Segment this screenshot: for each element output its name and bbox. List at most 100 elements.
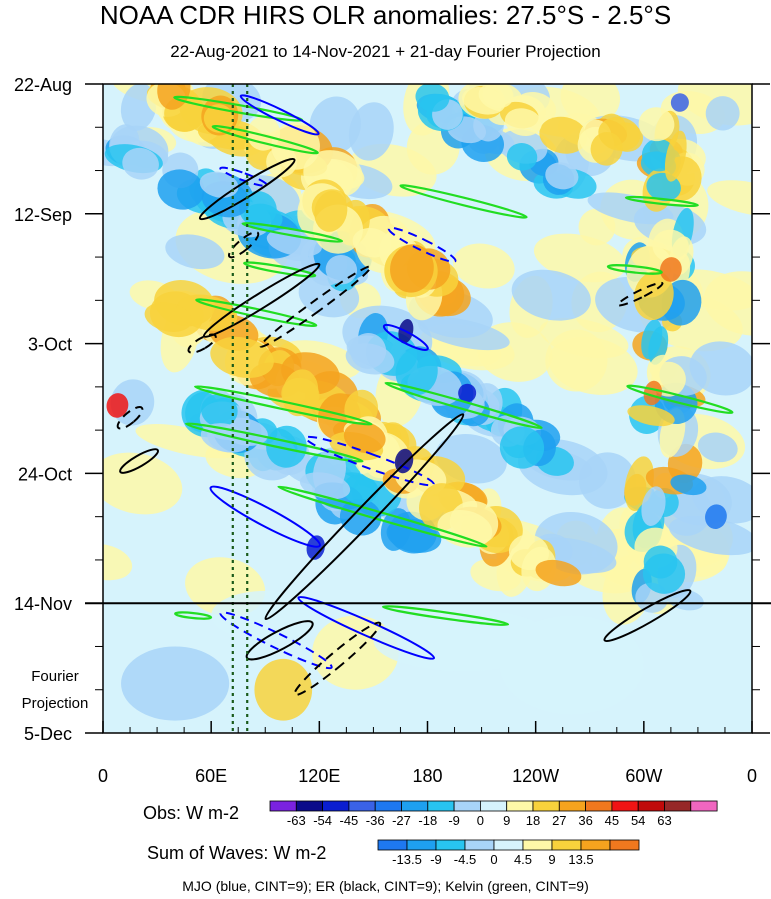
obs-colorbar-level-label: -27 — [392, 813, 411, 828]
x-tick-label: 0 — [98, 766, 108, 786]
reference-longitude-lines — [231, 84, 249, 733]
field-patch — [535, 559, 582, 587]
field-patch — [165, 234, 225, 270]
field-patch — [659, 257, 682, 282]
kelvin-contour — [624, 195, 699, 208]
field-patch — [705, 96, 740, 131]
field-patch — [176, 294, 238, 331]
obs-colorbar-level-label: 45 — [605, 813, 619, 828]
obs-colorbar-level-label: 27 — [552, 813, 566, 828]
waves-colorbar-label: Sum of Waves: W m-2 — [147, 843, 327, 863]
field-patch — [453, 243, 515, 289]
projection-label-line: Projection — [22, 695, 89, 712]
obs-colorbar-swatch — [532, 800, 560, 812]
mjo-contour — [297, 596, 436, 660]
obs-colorbar-swatch — [690, 800, 718, 812]
field-patch — [415, 84, 450, 112]
field-patch — [348, 102, 394, 161]
er-contour — [202, 262, 321, 338]
kelvin-contour — [184, 422, 364, 463]
er-contour — [227, 231, 260, 259]
field-patch — [641, 319, 663, 360]
obs-colorbar-level-label: -54 — [313, 813, 332, 828]
field-patch — [689, 341, 752, 396]
wave-legend-footer: MJO (blue, CINT=9); ER (black, CINT=9); … — [182, 878, 589, 894]
obs-colorbar-level-label: -18 — [418, 813, 437, 828]
obs-colorbar-swatch — [348, 800, 376, 812]
er-contour — [603, 589, 692, 643]
waves-colorbar-level-label: -9 — [430, 852, 442, 867]
axes: 22-Aug 12-Sep 3-Oct 24-Oct 14-Nov 5-Dec Fourie… — [14, 75, 771, 786]
obs-colorbar-swatch — [506, 800, 534, 812]
field-patch — [314, 190, 348, 232]
obs-colorbar-level-label: 18 — [526, 813, 540, 828]
field-patch — [707, 180, 752, 217]
field-patch — [703, 271, 752, 336]
field-patch — [545, 162, 579, 190]
kelvin-contour — [384, 381, 543, 430]
mjo-contour — [209, 485, 321, 548]
field-patch — [652, 229, 689, 263]
projection-label-line: Fourier — [31, 668, 79, 685]
field-patch — [511, 269, 591, 321]
obs-colorbar-swatch — [374, 800, 402, 812]
field-patch — [458, 383, 477, 403]
field-patch — [499, 615, 644, 715]
y-tick-label: 12-Sep — [14, 205, 72, 225]
waves-colorbar-swatch — [580, 839, 611, 851]
obs-colorbar-level-label: -63 — [287, 813, 306, 828]
y-tick-label: 22-Aug — [14, 75, 72, 95]
field-patch — [390, 244, 434, 293]
field-patch — [633, 271, 674, 321]
waves-colorbar-swatch — [435, 839, 466, 851]
mjo-contour — [219, 611, 333, 670]
er-contour — [264, 413, 465, 621]
obs-colorbar-swatch — [401, 800, 429, 812]
field-patch — [470, 558, 521, 592]
obs-colorbar-swatch — [269, 800, 297, 812]
waves-colorbar-level-label: 13.5 — [568, 852, 593, 867]
er-contour — [187, 333, 217, 354]
field-patch — [482, 84, 514, 109]
kelvin-contour — [211, 124, 319, 155]
field-patch — [539, 116, 588, 154]
field-patch — [266, 425, 307, 468]
field-patch — [144, 302, 192, 332]
field-patch — [638, 107, 675, 142]
y-tick-label: 3-Oct — [28, 335, 72, 355]
obs-colorbar-swatch — [295, 800, 323, 812]
er-contour — [616, 281, 664, 307]
obs-colorbar-swatch — [611, 800, 639, 812]
x-tick-label: 0 — [747, 766, 757, 786]
obs-colorbar-swatch — [427, 800, 455, 812]
waves-colorbar-swatch — [493, 839, 524, 851]
obs-colorbar-level-label: 0 — [477, 813, 484, 828]
field-patch — [395, 348, 438, 396]
field-patch — [670, 474, 707, 496]
waves-colorbar-level-label: -13.5 — [392, 852, 422, 867]
obs-colorbar-swatch — [479, 800, 508, 812]
wave-contours — [116, 94, 734, 697]
field-patch — [642, 553, 686, 594]
waves-colorbar-swatch — [464, 839, 495, 851]
field-patch — [533, 233, 626, 283]
field-patch — [103, 452, 183, 515]
chart-title: NOAA CDR HIRS OLR anomalies: 27.5°S - 2.… — [99, 0, 672, 30]
y-tick-label: 5-Dec — [24, 724, 72, 744]
waves-colorbar-swatch — [551, 839, 582, 851]
field-patch — [122, 147, 159, 180]
waves-colorbar-level-label: 0 — [490, 852, 497, 867]
waves-colorbar-swatch — [406, 839, 437, 851]
x-tick-label: 120E — [298, 766, 340, 786]
obs-colorbar-level-label: 63 — [657, 813, 671, 828]
field-patch — [697, 432, 738, 463]
chart-subtitle: 22-Aug-2021 to 14-Nov-2021 + 21-day Four… — [170, 42, 601, 61]
waves-colorbar-level-label: -4.5 — [454, 852, 476, 867]
obs-colorbar-swatch — [558, 800, 586, 812]
obs-colorbar-label: Obs: W m-2 — [143, 803, 240, 823]
field-patch — [266, 229, 322, 257]
x-tick-label: 120W — [512, 766, 559, 786]
y-tick-label: 14-Nov — [14, 594, 72, 614]
obs-colorbar-level-label: 36 — [578, 813, 592, 828]
field-patch — [590, 131, 623, 166]
